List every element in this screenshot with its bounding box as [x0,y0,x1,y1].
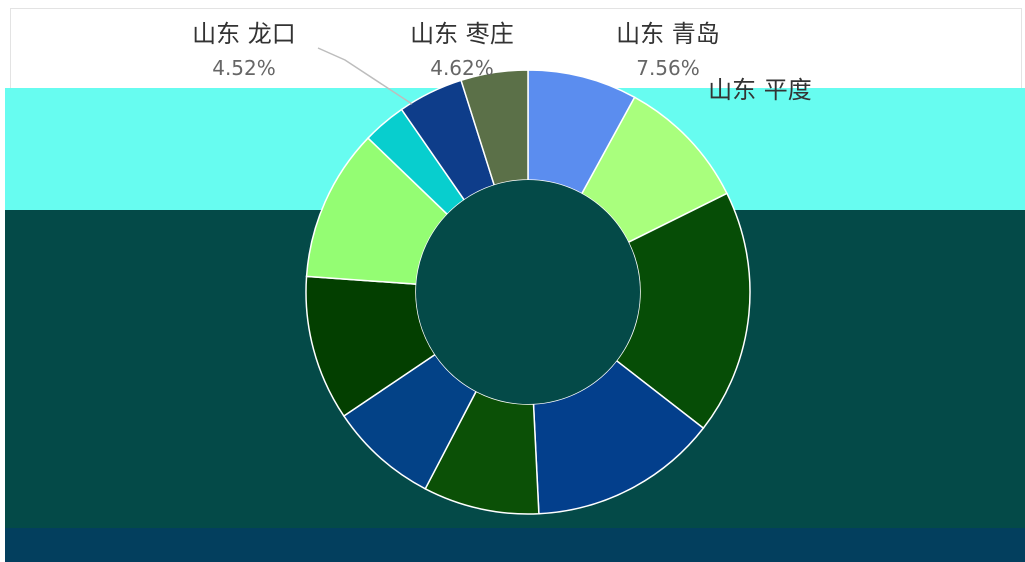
slice-label: 山东 平度 [708,76,812,104]
leader-lines [317,47,413,105]
slice-label: 山东 青岛 [616,20,720,48]
top-border [10,8,1022,9]
left-border [10,8,11,88]
slice-label: 山东 龙口 [192,20,296,48]
slice-percent-label: 4.62% [430,56,494,80]
navy-overlay-band [5,528,1025,562]
leader-line [317,47,413,105]
slices-group [305,69,751,515]
slice-labels: 山东 青岛 7.56% 山东 平度 山东 龙口 4.52% 山东 枣庄 4.62% [192,20,812,104]
slice-percent-label: 7.56% [636,56,700,80]
donut-hole [416,180,640,404]
slice-label: 山东 枣庄 [410,20,514,48]
right-border [1021,8,1022,88]
slice-percent-label: 4.52% [212,56,276,80]
